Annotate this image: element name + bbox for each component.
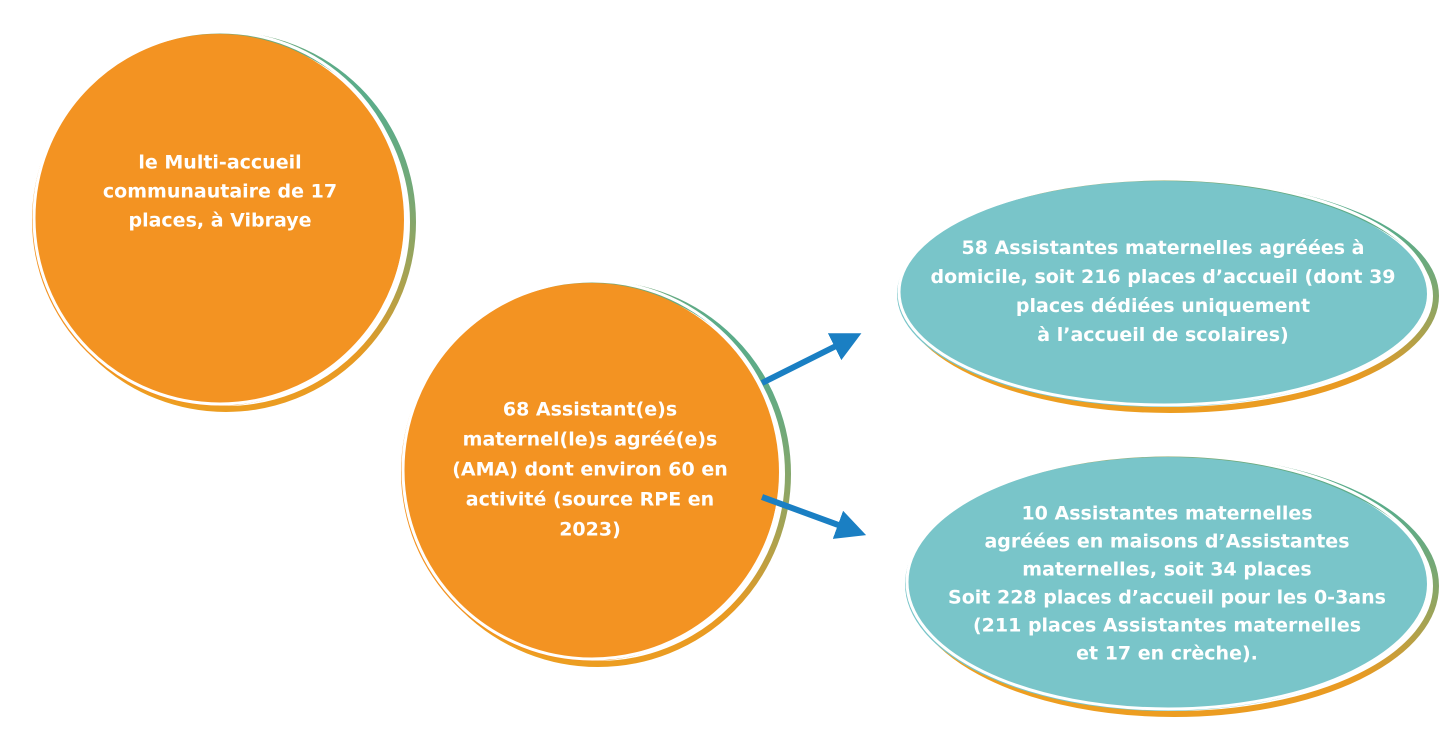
node-label: activité (source RPE en — [466, 489, 714, 511]
node-label: domicile, soit 216 places d’accueil (don… — [930, 266, 1395, 288]
node-label: 58 Assistantes maternelles agréées à — [962, 237, 1365, 259]
node-2-shape — [401, 279, 791, 667]
node-label: maternel(le)s agréé(e)s — [463, 429, 718, 451]
node-label: à l’accueil de scolaires) — [1037, 324, 1288, 346]
node-3-shape — [897, 177, 1439, 413]
arrow — [760, 333, 862, 386]
node-label: 2023) — [559, 519, 621, 541]
node-label: places, à Vibraye — [128, 210, 311, 232]
labels: le Multi-accueil communautaire de 17 place… — [103, 152, 1396, 665]
node-label: le Multi-accueil — [138, 152, 301, 174]
node-label: maternelles, soit 34 places — [1022, 559, 1311, 581]
node-label: Soit 228 places d’accueil pour les 0-3an… — [948, 587, 1386, 609]
node-label: 10 Assistantes maternelles — [1021, 503, 1312, 525]
node-label: (211 places Assistantes maternelles — [973, 615, 1361, 637]
arrow — [760, 494, 867, 539]
node-label: places dédiées uniquement — [1016, 295, 1310, 317]
node-label: (AMA) dont environ 60 en — [452, 459, 728, 481]
node-label: agréées en maisons d’Assistantes — [984, 531, 1349, 553]
node-4-shape — [905, 453, 1439, 717]
node-label: communautaire de 17 — [103, 181, 337, 203]
node-label: et 17 en crèche). — [1076, 643, 1258, 665]
node-1-shape — [32, 30, 416, 412]
node-label: 68 Assistant(e)s — [503, 399, 677, 421]
